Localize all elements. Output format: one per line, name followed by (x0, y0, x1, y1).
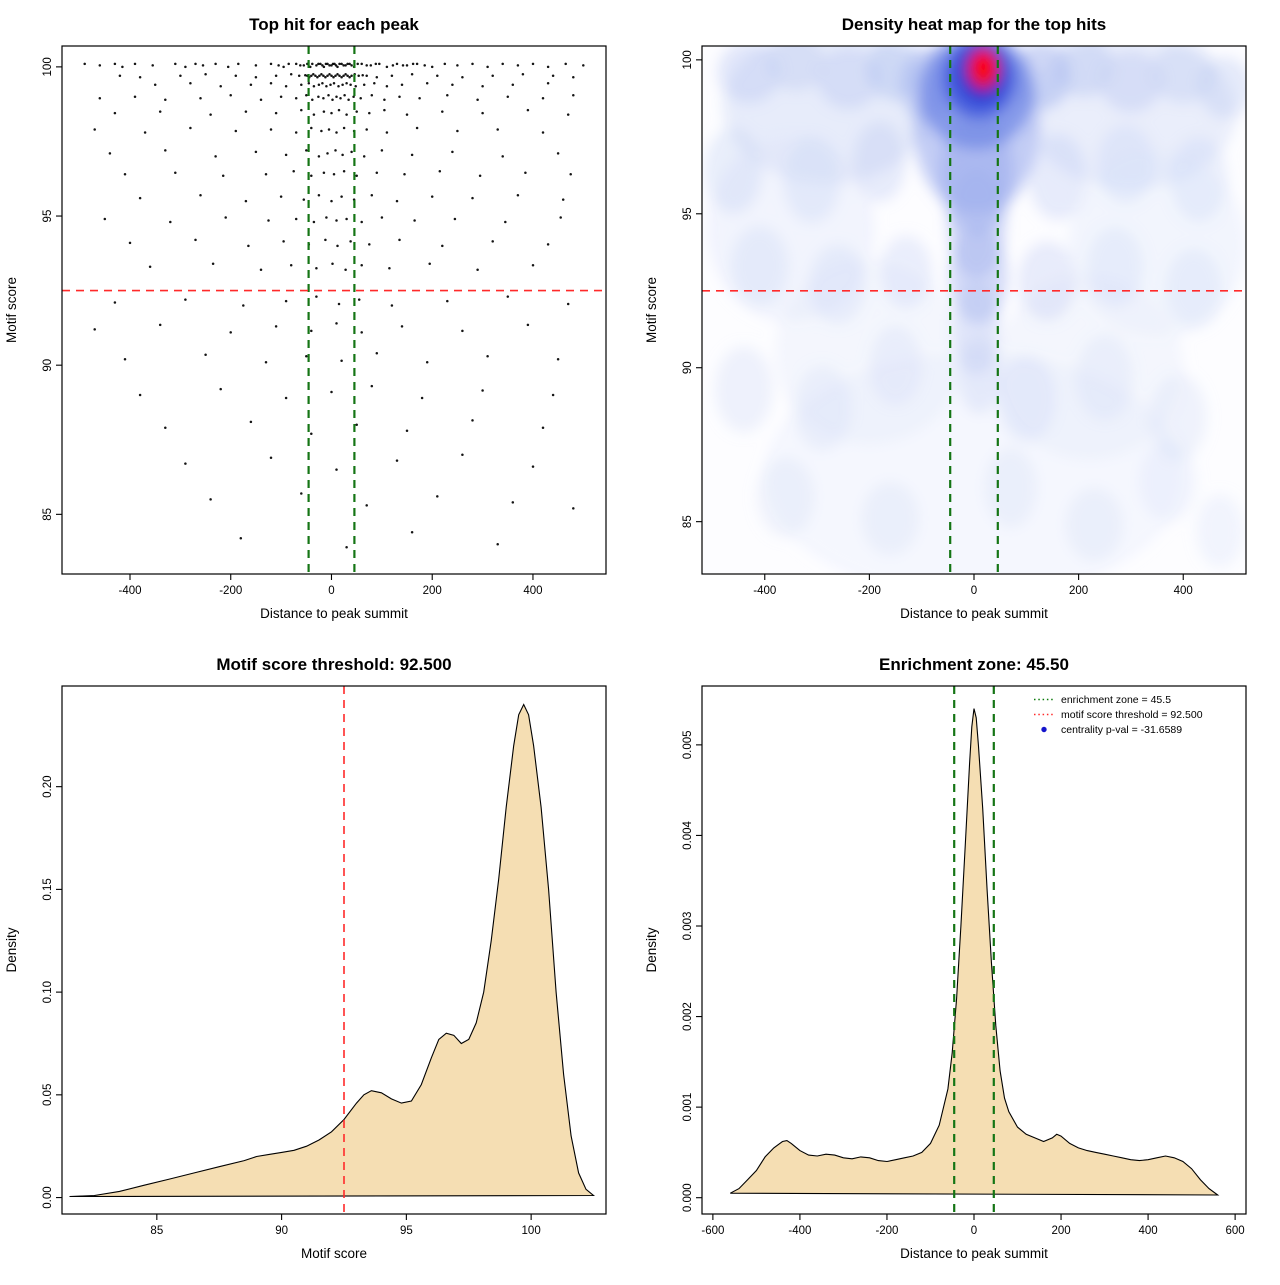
plot-box (701, 685, 1247, 1215)
axes: -400 -200 0 200 400 85 90 95 100 (682, 50, 1193, 597)
svg-text:-600: -600 (701, 1225, 724, 1237)
svg-text:-400: -400 (788, 1225, 811, 1237)
distance-density-plot-svg: Enrichment zone: 45.50 Distance to peak … (644, 655, 1247, 1261)
svg-text:95: 95 (42, 210, 54, 223)
distance-density-plot-area: enrichment zone = 45.5 motif score thresh… (682, 685, 1247, 1237)
density-curve (730, 708, 1220, 1196)
scatter-ylabel: Motif score (4, 277, 19, 343)
heatmap-plot-svg: Density heat map for the top hits Distan… (644, 15, 1247, 621)
svg-text:-200: -200 (219, 585, 242, 597)
distance-density-xlabel: Distance to peak summit (900, 1246, 1048, 1261)
plot-box (701, 45, 1247, 575)
svg-text:0.002: 0.002 (682, 1002, 694, 1031)
scatter-plot-svg: Top hit for each peak Distance to peak s… (4, 15, 607, 621)
axes: 85 90 95 100 0.00 0.05 0.10 0.15 0.20 (42, 775, 541, 1237)
svg-text:85: 85 (150, 1225, 163, 1237)
legend-label: enrichment zone = 45.5 (1061, 694, 1171, 706)
svg-text:200: 200 (423, 585, 442, 597)
heatmap-blobs (704, 46, 1246, 574)
svg-text:0: 0 (971, 1225, 977, 1237)
score-density-title: Motif score threshold: 92.500 (216, 655, 451, 674)
scatter-title: Top hit for each peak (249, 15, 419, 34)
distance-density-title: Enrichment zone: 45.50 (879, 655, 1069, 674)
svg-text:100: 100 (682, 50, 694, 69)
svg-text:100: 100 (42, 57, 54, 76)
plot-box (61, 45, 607, 575)
plot-content (702, 46, 1246, 574)
scatter-points (83, 62, 585, 549)
panel-top-hit-scatter: Top hit for each peak Distance to peak s… (0, 0, 640, 640)
panel-density-heatmap: Density heat map for the top hits Distan… (640, 0, 1280, 640)
svg-text:0.003: 0.003 (682, 912, 694, 941)
svg-text:-400: -400 (118, 585, 141, 597)
svg-text:90: 90 (42, 359, 54, 372)
score-density-plot-area: 85 90 95 100 0.00 0.05 0.10 0.15 0.20 (42, 685, 607, 1237)
panel-motif-score-density: Motif score threshold: 92.500 Motif scor… (0, 640, 640, 1280)
svg-text:95: 95 (682, 207, 694, 220)
scatter-xlabel: Distance to peak summit (260, 606, 408, 621)
panel-enrichment-zone-density: Enrichment zone: 45.50 Distance to peak … (640, 640, 1280, 1280)
score-density-plot-svg: Motif score threshold: 92.500 Motif scor… (4, 655, 607, 1261)
plot-box (61, 685, 607, 1215)
svg-text:-400: -400 (753, 585, 776, 597)
svg-text:0: 0 (328, 585, 334, 597)
svg-text:400: 400 (1138, 1225, 1157, 1237)
score-density-xlabel: Motif score (301, 1246, 367, 1261)
svg-text:-200: -200 (858, 585, 881, 597)
svg-text:200: 200 (1051, 1225, 1070, 1237)
svg-text:100: 100 (522, 1225, 541, 1237)
svg-text:0.001: 0.001 (682, 1093, 694, 1122)
svg-text:0: 0 (971, 585, 977, 597)
svg-text:95: 95 (400, 1225, 413, 1237)
legend: enrichment zone = 45.5 motif score thresh… (1034, 694, 1203, 736)
svg-text:90: 90 (682, 361, 694, 374)
plot-content (69, 686, 596, 1214)
plot-content (62, 46, 606, 574)
heatmap-plot-area: -400 -200 0 200 400 85 90 95 100 (682, 45, 1247, 597)
svg-text:0.15: 0.15 (42, 878, 54, 900)
svg-text:0.00: 0.00 (42, 1186, 54, 1208)
legend-label: centrality p-val = -31.6589 (1061, 724, 1182, 736)
svg-text:90: 90 (275, 1225, 288, 1237)
legend-label: motif score threshold = 92.500 (1061, 709, 1203, 721)
svg-text:0.000: 0.000 (682, 1183, 694, 1212)
svg-text:85: 85 (42, 508, 54, 521)
svg-text:400: 400 (1174, 585, 1193, 597)
axes: -600 -400 -200 0 200 400 600 0.000 0.001 0.002 0.0… (682, 730, 1245, 1237)
score-density-ylabel: Density (4, 927, 19, 972)
svg-text:200: 200 (1069, 585, 1088, 597)
svg-text:-200: -200 (875, 1225, 898, 1237)
heatmap-xlabel: Distance to peak summit (900, 606, 1048, 621)
svg-text:0.20: 0.20 (42, 775, 54, 797)
density-curve (69, 703, 596, 1198)
svg-text:0.004: 0.004 (682, 820, 694, 849)
svg-text:400: 400 (523, 585, 542, 597)
svg-text:0.10: 0.10 (42, 981, 54, 1003)
svg-text:0.05: 0.05 (42, 1084, 54, 1106)
axes: -400 -200 0 200 400 85 90 95 100 (42, 57, 543, 597)
heatmap-title: Density heat map for the top hits (842, 15, 1106, 34)
heatmap-ylabel: Motif score (644, 277, 659, 343)
plot-content (730, 686, 1220, 1214)
distance-density-ylabel: Density (644, 927, 659, 972)
svg-text:0.005: 0.005 (682, 730, 694, 759)
svg-text:85: 85 (682, 515, 694, 528)
scatter-plot-area: -400 -200 0 200 400 85 90 95 100 (42, 45, 607, 597)
svg-text:600: 600 (1226, 1225, 1245, 1237)
